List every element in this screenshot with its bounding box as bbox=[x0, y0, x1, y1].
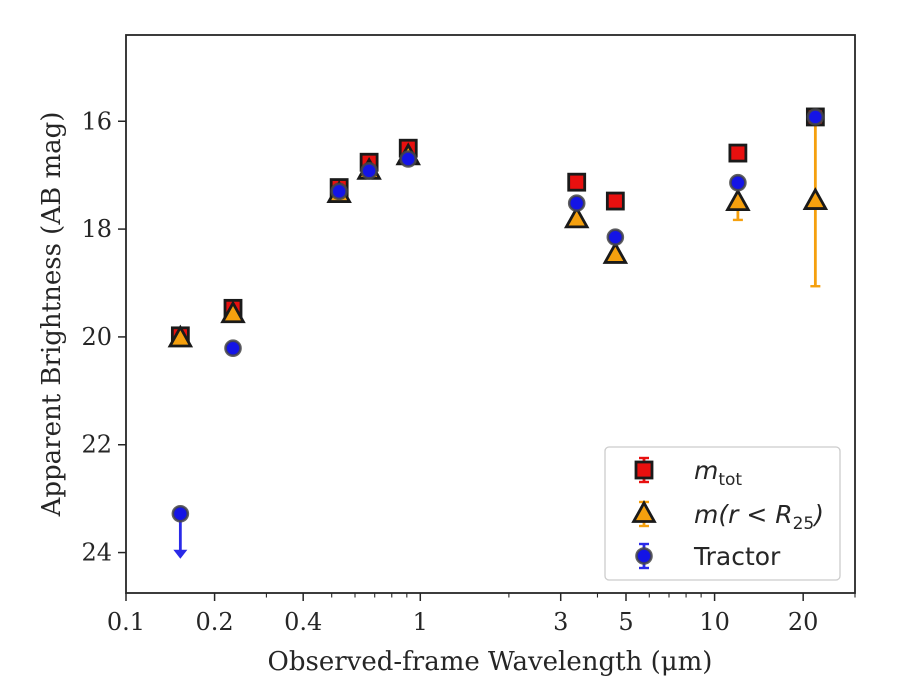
square-marker bbox=[634, 460, 654, 480]
axis-ticks: 0.1 0.2 0.4 1 3 5 10 20 16 18 20 22 24 bbox=[81, 107, 856, 636]
x-axis-label: Observed-frame Wavelength (μm) bbox=[268, 647, 713, 677]
triangle-marker bbox=[220, 300, 246, 324]
circle-marker bbox=[399, 150, 418, 168]
x-tick-label: 5 bbox=[618, 608, 633, 636]
triangle-marker bbox=[802, 187, 829, 210]
circle-marker bbox=[330, 182, 348, 201]
x-tick-label: 3 bbox=[553, 608, 568, 636]
legend-box bbox=[604, 446, 841, 581]
legend-entry-mtot: mtot bbox=[694, 456, 742, 490]
triangle-marker bbox=[631, 500, 657, 523]
upper-limit-arrowhead bbox=[173, 549, 188, 559]
square-marker bbox=[728, 143, 748, 163]
legend: mtot m(r < R25) Tractor bbox=[604, 446, 841, 581]
square-marker bbox=[605, 191, 625, 211]
x-tick-label: 0.1 bbox=[107, 608, 145, 636]
circle-marker bbox=[635, 547, 653, 565]
legend-entry-mr25: m(r < R25) bbox=[694, 500, 824, 534]
circle-marker bbox=[171, 504, 190, 523]
circle-marker bbox=[360, 162, 378, 180]
x-tick-label: 0.2 bbox=[196, 608, 234, 636]
x-tick-label: 10 bbox=[699, 608, 730, 636]
y-tick-label: 16 bbox=[81, 107, 112, 135]
y-tick-label: 20 bbox=[81, 323, 112, 351]
x-tick-label: 0.4 bbox=[284, 608, 322, 636]
triangle-marker bbox=[563, 205, 590, 229]
x-tick-label: 20 bbox=[788, 608, 819, 636]
circle-marker bbox=[606, 228, 625, 246]
triangle-marker bbox=[167, 324, 194, 348]
y-tick-label: 24 bbox=[81, 539, 112, 567]
triangle-marker bbox=[725, 188, 751, 212]
legend-entry-tractor: Tractor bbox=[693, 542, 781, 571]
triangle-marker bbox=[602, 241, 629, 264]
circle-marker bbox=[224, 339, 242, 358]
circle-marker bbox=[567, 194, 586, 213]
y-tick-label: 18 bbox=[81, 215, 112, 243]
circle-marker bbox=[729, 173, 747, 192]
square-marker bbox=[567, 172, 587, 192]
x-tick-label: 1 bbox=[413, 608, 428, 636]
circle-marker bbox=[806, 108, 825, 126]
y-axis-label: Apparent Brightness (AB mag) bbox=[37, 112, 67, 518]
data-points bbox=[167, 107, 829, 523]
plot-frame bbox=[125, 34, 856, 594]
y-tick-label: 22 bbox=[81, 431, 112, 459]
